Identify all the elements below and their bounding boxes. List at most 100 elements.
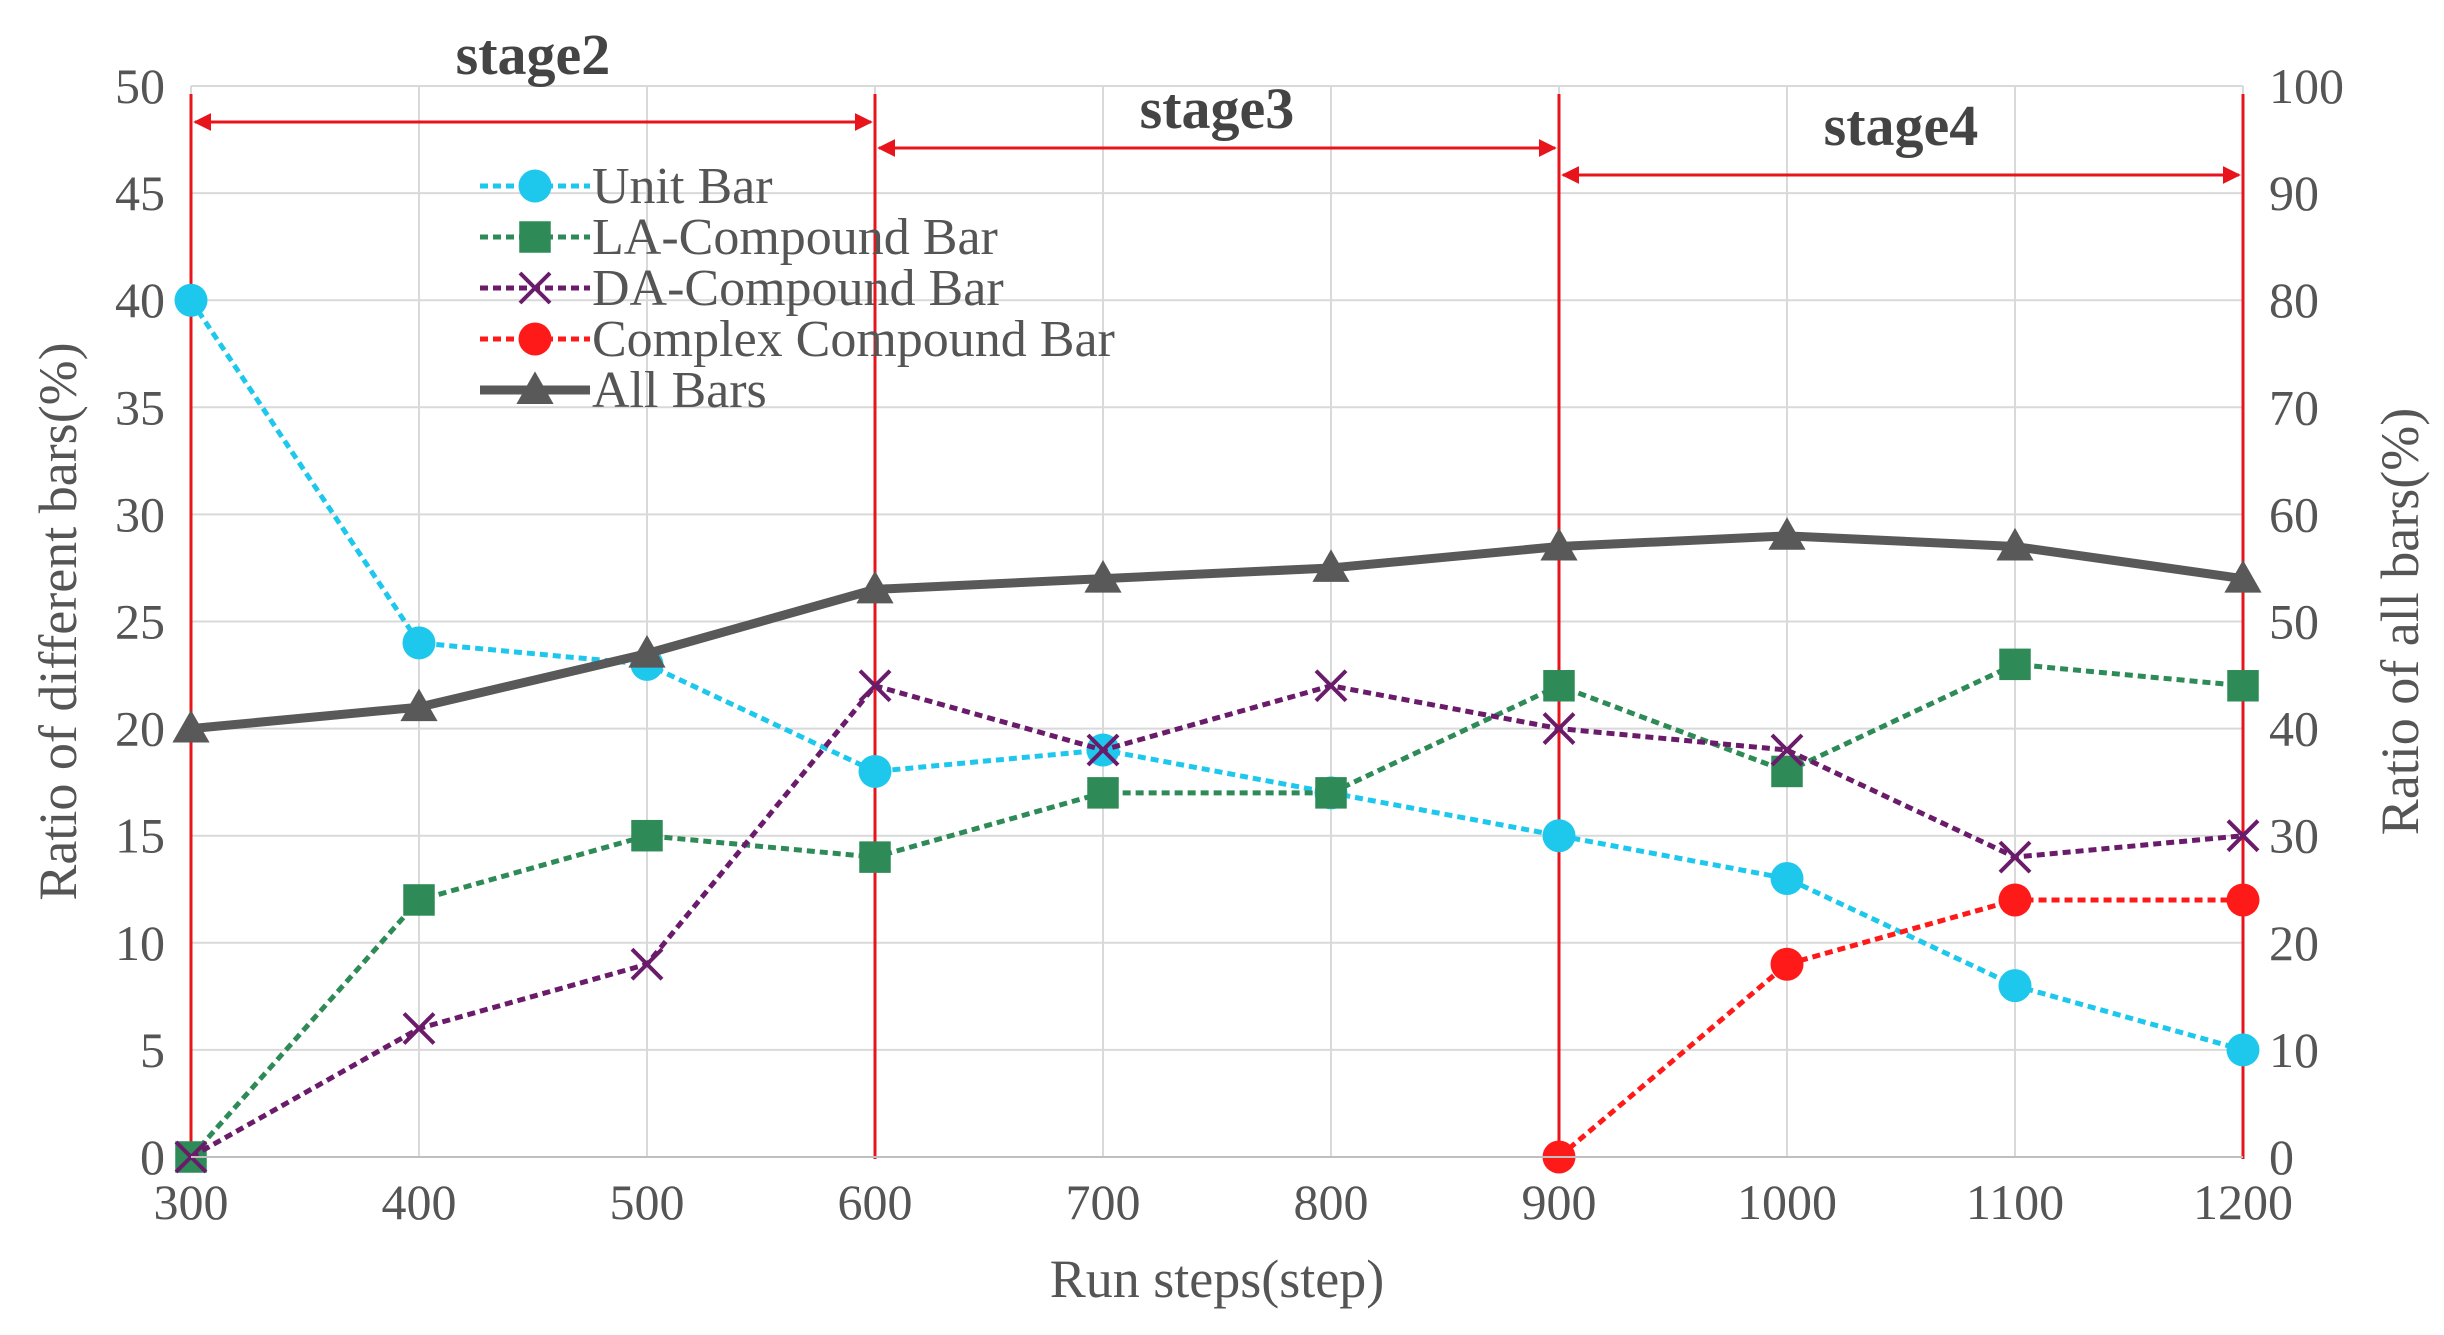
data-point [858, 669, 892, 703]
data-point [1998, 883, 2032, 917]
data-point [631, 819, 663, 852]
data-point [1770, 733, 1804, 767]
y-right-tick-label: 0 [2269, 1129, 2294, 1185]
y-left-tick-label: 30 [115, 486, 165, 542]
data-point [856, 570, 894, 604]
legend-marker [519, 221, 551, 253]
data-point [859, 841, 891, 873]
legend-label: Complex Compound Bar [592, 311, 1115, 368]
data-point [174, 283, 208, 317]
stage-label: stage3 [1140, 76, 1295, 141]
legend-marker [518, 169, 552, 203]
legend-label: LA-Compound Bar [592, 209, 998, 266]
y-right-tick-label: 50 [2269, 594, 2319, 650]
series-all-bars [172, 517, 2262, 743]
y-left-tick-label: 50 [115, 58, 165, 114]
y-right-tick-label: 60 [2269, 486, 2319, 542]
y-right-tick-label: 20 [2269, 915, 2319, 971]
series-unit-bar [174, 283, 2260, 1067]
legend-entry: DA-Compound Bar [480, 260, 1004, 317]
x-tick-label: 1100 [1966, 1174, 2064, 1230]
stage-annotations: stage2 stage3 stage4 [189, 22, 2245, 1159]
series-line [1557, 897, 2243, 1159]
x-tick-label: 300 [154, 1174, 229, 1230]
series-complex-compound-bar [1542, 883, 2260, 1174]
data-point [2226, 1033, 2260, 1067]
data-point [1768, 517, 1806, 550]
x-tick-label: 1200 [2193, 1174, 2293, 1230]
y-left-tick-label: 40 [115, 272, 165, 328]
data-point [2226, 883, 2260, 917]
data-point [400, 688, 438, 722]
data-point [1770, 947, 1804, 981]
data-point [1542, 819, 1576, 853]
data-point [1770, 862, 1804, 896]
data-point [402, 1012, 436, 1045]
legend-label: Unit Bar [592, 158, 773, 215]
data-point [1540, 527, 1578, 561]
legend-marker [518, 322, 552, 356]
x-tick-label: 500 [610, 1174, 685, 1230]
data-point [1998, 840, 2032, 874]
data-point [630, 947, 664, 981]
stage-label: stage4 [1824, 93, 1979, 158]
y-left-tick-label: 45 [115, 165, 165, 221]
y-left-tick-label: 20 [115, 701, 165, 757]
y-right-tick-label: 80 [2269, 272, 2319, 328]
x-tick-label: 600 [838, 1174, 913, 1230]
data-point [1084, 560, 1122, 593]
y-right-tick-label: 70 [2269, 379, 2319, 435]
series-line [189, 683, 2244, 1160]
data-point [858, 754, 892, 788]
data-point [1542, 712, 1576, 746]
data-point [1999, 648, 2031, 681]
data-point [1315, 777, 1347, 809]
data-point [628, 635, 666, 668]
y-left-tick-label: 5 [140, 1022, 165, 1078]
y-right-tick-label: 30 [2269, 808, 2319, 864]
y-right-tick-label: 10 [2269, 1022, 2319, 1078]
y-left-axis-title: Ratio of different bars(%) [28, 342, 88, 900]
legend-entry: LA-Compound Bar [480, 209, 998, 266]
data-point [1543, 670, 1575, 702]
y-right-axis-title: Ratio of all bars(%) [2370, 408, 2430, 835]
data-point [1314, 669, 1348, 703]
data-point [2224, 560, 2262, 593]
axes: 0 0 5 10 10 20 15 30 20 40 25 50 30 60 35 70 40 80 45 90 50 1… [28, 58, 2430, 1309]
x-axis-title: Run steps(step) [1050, 1249, 1384, 1309]
legend-label: DA-Compound Bar [592, 260, 1004, 317]
y-right-tick-label: 40 [2269, 701, 2319, 757]
data-point [402, 626, 436, 660]
data-point [1086, 733, 1120, 767]
gridlines [190, 85, 2244, 1158]
x-tick-label: 800 [1294, 1174, 1369, 1230]
legend-entry: Complex Compound Bar [480, 311, 1115, 368]
data-point [2227, 670, 2259, 702]
y-right-tick-label: 90 [2269, 165, 2319, 221]
data-point [1996, 527, 2034, 561]
x-tick-label: 400 [382, 1174, 457, 1230]
legend-marker [518, 271, 552, 305]
series-line [190, 531, 2244, 734]
legend-entry: Unit Bar [480, 158, 773, 215]
data-point [2226, 819, 2260, 853]
x-tick-label: 900 [1522, 1174, 1597, 1230]
data-point [1087, 777, 1119, 809]
y-left-tick-label: 15 [115, 808, 165, 864]
x-tick-label: 700 [1066, 1174, 1141, 1230]
x-tick-label: 1000 [1737, 1174, 1837, 1230]
data-point [172, 710, 210, 743]
legend-entry: All Bars [480, 362, 767, 419]
y-left-tick-label: 35 [115, 379, 165, 435]
series-group [172, 283, 2262, 1174]
y-left-tick-label: 25 [115, 594, 165, 650]
stage-label: stage2 [456, 22, 611, 87]
y-left-tick-label: 0 [140, 1129, 165, 1185]
series-line [189, 661, 2244, 1159]
y-right-tick-label: 100 [2269, 58, 2344, 114]
data-point [1998, 969, 2032, 1003]
legend-marker [516, 371, 554, 404]
